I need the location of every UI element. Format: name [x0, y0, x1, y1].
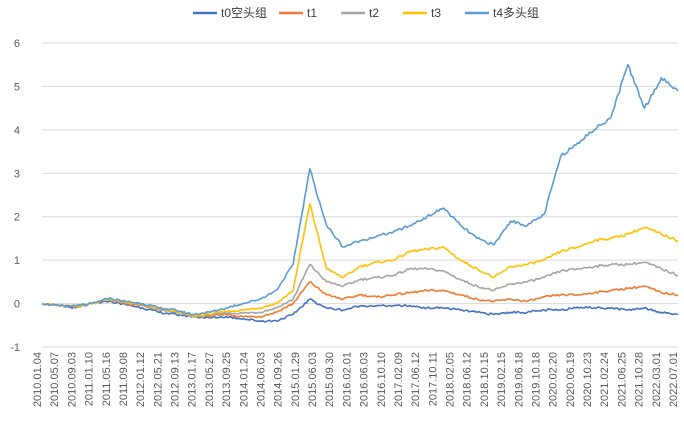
x-tick-label: 2010.01.04	[32, 352, 44, 407]
series-line	[41, 281, 679, 319]
x-axis: 2010.01.04 2010.05.07 2010.09.03 2011.01.10…	[32, 352, 680, 407]
x-tick-label: 2019.10.18	[530, 352, 542, 407]
x-tick-label: 2019.02.15	[496, 352, 508, 407]
y-tick-label: 5	[14, 81, 20, 93]
x-tick-label: 2010.05.07	[49, 352, 61, 407]
y-axis: -1 0 1 2 3 4 5 6	[10, 38, 20, 354]
x-tick-label: 2013.01.17	[187, 352, 199, 407]
y-tick-label: 6	[14, 38, 20, 50]
y-tick-label: 1	[14, 255, 20, 267]
y-tick-label: 4	[14, 125, 20, 137]
x-tick-label: 2018.06.12	[462, 352, 474, 407]
x-tick-label: 2017.10.11	[427, 352, 439, 406]
x-tick-label: 2021.10.28	[634, 352, 646, 407]
y-tick-label: 3	[14, 168, 20, 180]
legend-label: t2	[369, 6, 379, 20]
x-tick-label: 2016.10.10	[376, 352, 388, 407]
x-tick-label: 2015.06.03	[307, 352, 319, 407]
series-line	[41, 261, 679, 318]
series-line	[41, 298, 679, 323]
x-tick-label: 2014.01.24	[238, 352, 250, 407]
x-tick-label: 2020.06.19	[565, 352, 577, 407]
x-tick-label: 2022.07.01	[668, 352, 680, 407]
x-tick-label: 2012.09.13	[170, 352, 182, 407]
x-tick-label: 2017.06.12	[410, 352, 422, 407]
series-lines	[41, 63, 679, 323]
x-tick-label: 2015.09.30	[324, 352, 336, 407]
x-tick-label: 2010.09.03	[66, 352, 78, 407]
x-tick-label: 2021.06.25	[616, 352, 628, 407]
legend: t0空头组 t1 t2 t3 t4多头组	[193, 6, 539, 20]
y-tick-label: -1	[10, 342, 20, 354]
legend-label: t3	[431, 6, 441, 20]
x-tick-label: 2016.06.03	[359, 352, 371, 407]
x-tick-label: 2011.09.08	[118, 352, 130, 406]
legend-label: t1	[307, 6, 317, 20]
legend-label: t4多头组	[493, 6, 539, 20]
x-tick-label: 2019.06.18	[513, 352, 525, 407]
gridlines	[42, 42, 678, 348]
x-tick-label: 2011.05.16	[101, 352, 113, 406]
x-tick-label: 2012.05.21	[152, 352, 164, 407]
x-tick-label: 2020.02.20	[548, 352, 560, 407]
x-tick-label: 2018.10.15	[479, 352, 491, 407]
x-tick-label: 2013.09.25	[221, 352, 233, 407]
x-tick-label: 2020.10.23	[582, 352, 594, 407]
x-tick-label: 2011.01.10	[84, 352, 96, 406]
y-tick-label: 0	[14, 299, 20, 311]
x-tick-label: 2017.02.09	[393, 352, 405, 407]
x-tick-label: 2014.06.03	[255, 352, 267, 407]
x-tick-label: 2013.05.27	[204, 352, 216, 407]
x-tick-label: 2012.01.12	[135, 352, 147, 407]
x-tick-label: 2014.09.26	[273, 352, 285, 407]
x-tick-label: 2022.03.01	[651, 352, 663, 407]
x-tick-label: 2018.02.05	[445, 352, 457, 407]
series-line	[41, 63, 679, 316]
y-tick-label: 2	[14, 212, 20, 224]
x-tick-label: 2021.02.24	[599, 352, 611, 407]
x-tick-label: 2015.01.29	[290, 352, 302, 407]
x-tick-label: 2016.02.01	[341, 352, 353, 407]
legend-label: t0空头组	[221, 6, 267, 20]
